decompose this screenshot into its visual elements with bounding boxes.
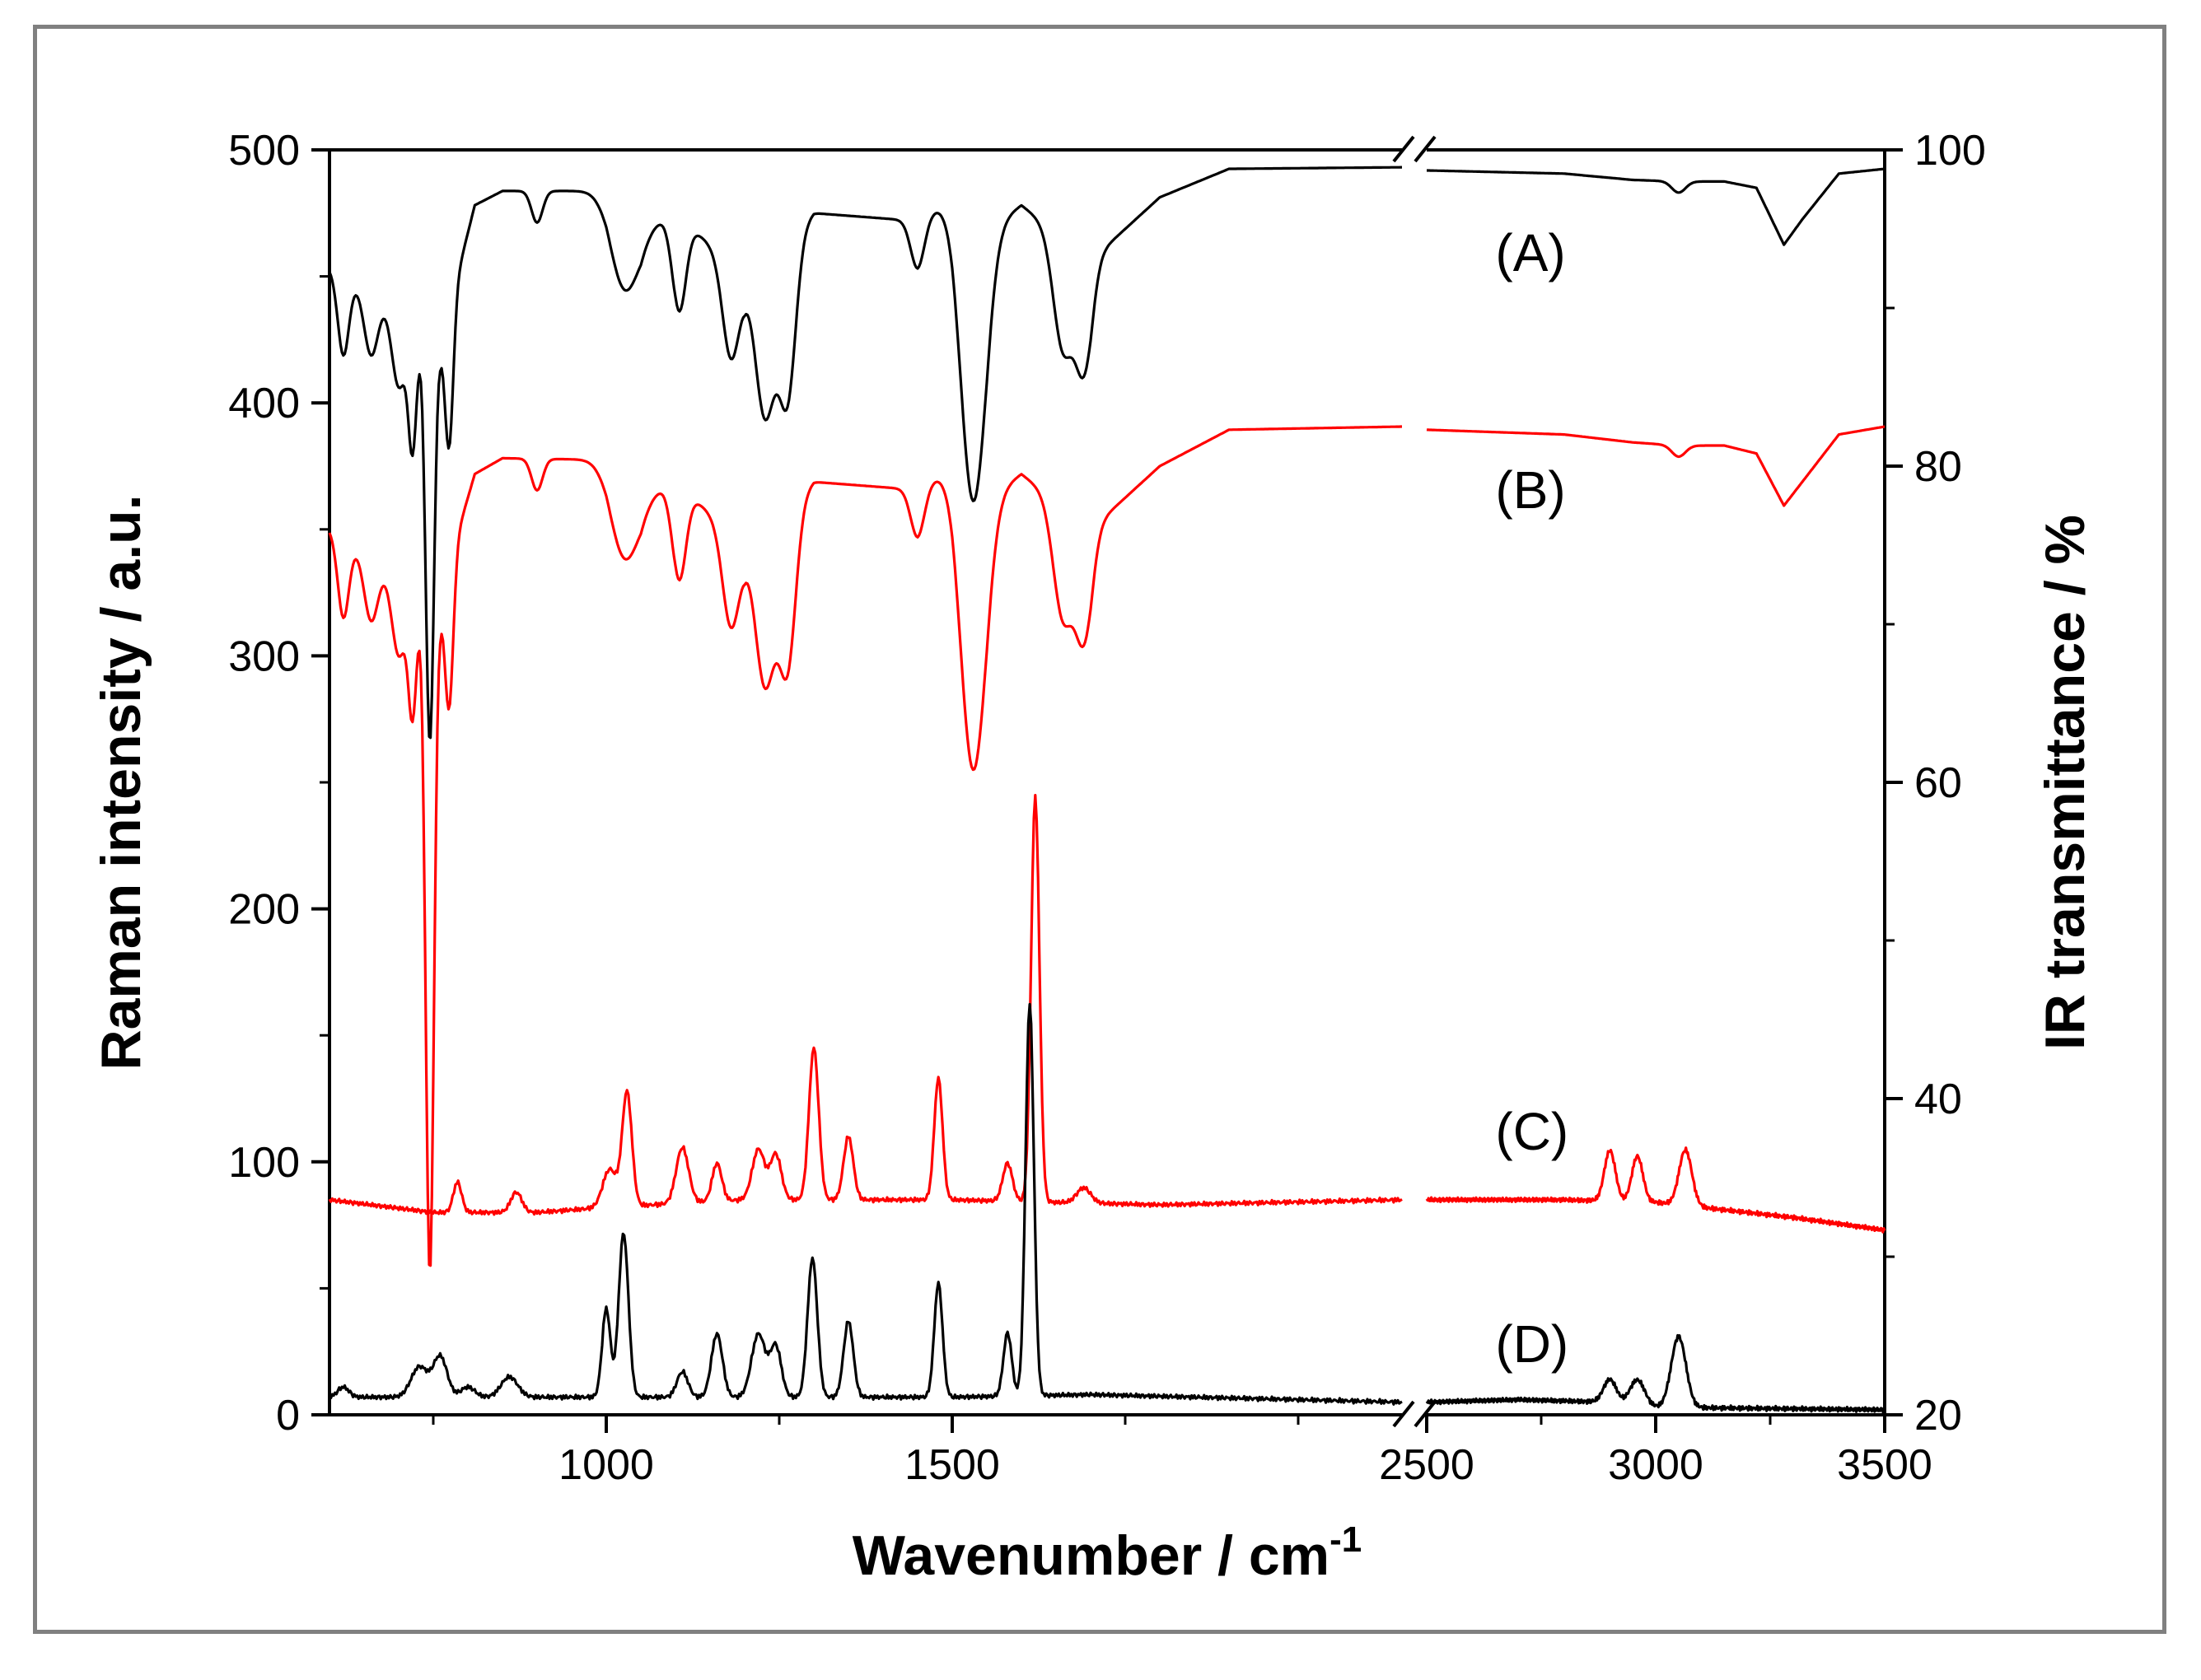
x-axis-title: Wavenumber / cm-1 xyxy=(853,1519,1362,1587)
y-left-tick-label: 100 xyxy=(228,1139,300,1187)
series-b-line-2 xyxy=(1426,425,1886,507)
y-right-tick-label: 80 xyxy=(1914,443,1962,491)
series-d-line-2 xyxy=(1425,1333,1886,1414)
x-tick-label: 1000 xyxy=(558,1441,654,1489)
axis-break-bottom xyxy=(1392,1400,1437,1428)
y-right-tick-label: 60 xyxy=(1914,759,1962,807)
series-a-line-1 xyxy=(328,166,1402,740)
y-left-tick-label: 400 xyxy=(228,380,300,427)
y-right-tick-label: 100 xyxy=(1914,127,1986,175)
series-d-line-1 xyxy=(328,1002,1403,1406)
series-label: (B) xyxy=(1495,460,1565,520)
y-left-tick-label: 500 xyxy=(228,127,300,175)
x-tick-label: 2500 xyxy=(1379,1441,1474,1489)
y-left-tick-label: 0 xyxy=(276,1392,300,1440)
y-axis-left-title: Raman intensity / a.u. xyxy=(90,494,152,1070)
series-label: (A) xyxy=(1495,223,1565,282)
plot-frame-left xyxy=(328,148,1886,1416)
x-axis-title-superscript: -1 xyxy=(1329,1519,1362,1560)
series-label: (D) xyxy=(1495,1314,1568,1374)
axes-layer xyxy=(328,135,1886,1428)
y-axis-right-title: IR transmittance / % xyxy=(2034,515,2096,1050)
y-left-tick-label: 200 xyxy=(228,886,300,934)
series-a-line-2 xyxy=(1426,167,1886,246)
labels-layer: Wavenumber / cm-1 Raman intensity / a.u.… xyxy=(90,494,2096,1587)
ticks-layer: 1000 1500 2500 3000 3500 0 100 200 300 400 500 20 40… xyxy=(228,127,1986,1489)
x-tick-label: 3000 xyxy=(1608,1441,1703,1489)
axis-break-top xyxy=(1392,135,1437,163)
x-tick-label: 3500 xyxy=(1837,1441,1932,1489)
y-right-tick-label: 20 xyxy=(1914,1392,1962,1440)
y-left-tick-label: 300 xyxy=(228,632,300,680)
x-tick-label: 1500 xyxy=(904,1441,1000,1489)
series-c-line-1 xyxy=(328,794,1403,1216)
figure-frame xyxy=(33,25,2166,1634)
x-axis-title-text: Wavenumber / cm xyxy=(853,1524,1329,1587)
series-label: (C) xyxy=(1495,1102,1568,1161)
y-right-tick-label: 40 xyxy=(1914,1076,1962,1123)
series-c-line-2 xyxy=(1425,1146,1886,1234)
series-b-line-1 xyxy=(328,425,1402,1267)
curves-layer: (A) (B) (C) (D) xyxy=(328,166,1886,1414)
